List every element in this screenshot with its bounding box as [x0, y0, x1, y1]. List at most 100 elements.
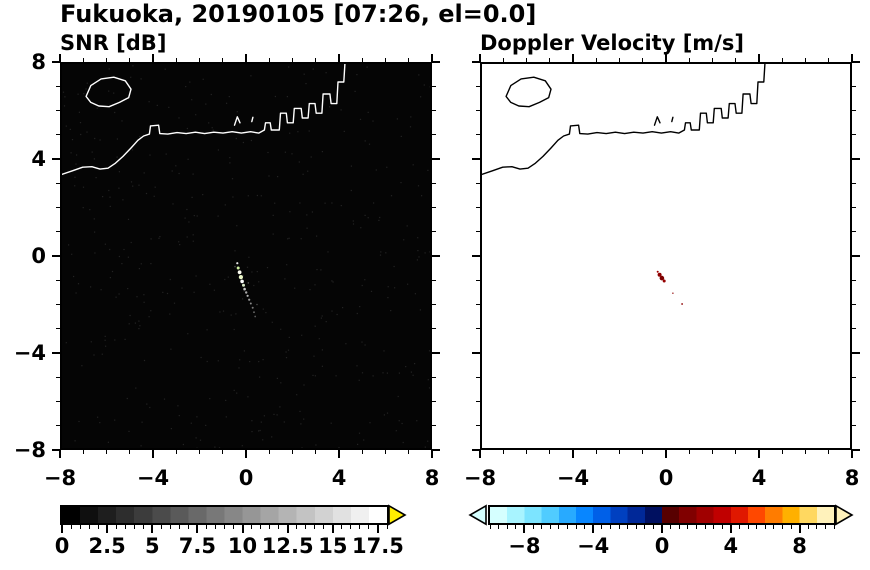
noise-speckle	[131, 149, 134, 151]
axis-tick-bottom	[758, 450, 760, 458]
noise-speckle	[243, 350, 245, 352]
noise-speckle	[80, 133, 82, 136]
noise-speckle	[350, 189, 352, 192]
colorbar-left-arrow	[468, 504, 487, 526]
axis-tick-bottom	[338, 450, 340, 458]
radar-echo	[656, 270, 659, 273]
noise-speckle	[139, 325, 141, 327]
noise-speckle	[225, 399, 227, 401]
colorbar-tick-label: 0	[654, 534, 670, 558]
noise-speckle	[239, 359, 241, 361]
axis-tick-left	[472, 61, 480, 63]
noise-speckle	[364, 279, 366, 281]
radar-echo	[243, 287, 246, 291]
coastline-island	[505, 76, 552, 108]
noise-speckle	[114, 339, 116, 341]
noise-speckle	[129, 314, 131, 317]
noise-speckle	[398, 372, 400, 374]
colorbar-tick	[670, 525, 672, 529]
noise-speckle	[121, 120, 123, 122]
noise-speckle	[231, 178, 234, 180]
noise-speckle	[409, 126, 412, 128]
radar-echo	[662, 279, 666, 283]
noise-speckle	[158, 237, 160, 239]
noise-speckle	[242, 141, 244, 144]
noise-speckle	[418, 74, 420, 76]
noise-speckle	[417, 250, 419, 252]
noise-speckle	[314, 375, 316, 377]
axis-tick-right	[852, 85, 856, 87]
colorbar-tick-label: 8	[792, 534, 807, 558]
axis-tick-left	[476, 182, 480, 184]
noise-speckle	[363, 439, 365, 441]
noise-speckle	[400, 182, 402, 184]
noise-speckle	[324, 202, 326, 204]
axis-tick-bottom	[665, 450, 667, 458]
noise-speckle	[94, 252, 96, 254]
noise-speckle	[124, 338, 126, 340]
noise-speckle	[331, 202, 333, 204]
noise-speckle	[115, 296, 117, 298]
noise-speckle	[329, 106, 331, 108]
noise-speckle	[225, 416, 227, 418]
noise-speckle	[77, 93, 79, 95]
axis-tick-right	[852, 110, 856, 111]
noise-speckle	[181, 287, 183, 289]
y-tick-label: −4	[13, 341, 46, 365]
noise-speckle	[165, 153, 167, 155]
axis-tick-top	[549, 58, 551, 62]
noise-speckle	[299, 410, 301, 412]
noise-speckle	[321, 151, 323, 153]
axis-tick-right	[432, 376, 436, 378]
axis-tick-bottom	[619, 450, 620, 454]
noise-speckle	[170, 348, 172, 350]
noise-speckle	[82, 207, 84, 209]
noise-speckle	[340, 109, 342, 111]
axis-tick-bottom	[735, 450, 737, 454]
y-tick-label: −8	[13, 438, 46, 462]
noise-speckle	[236, 225, 238, 227]
noise-speckle	[305, 83, 307, 85]
noise-speckle	[379, 216, 381, 219]
noise-speckle	[226, 102, 228, 104]
axis-tick-top	[106, 58, 107, 62]
radar-echo	[681, 303, 683, 305]
colorbar-tick	[756, 525, 758, 529]
noise-speckle	[140, 78, 142, 80]
noise-speckle	[294, 287, 296, 289]
axis-tick-top	[781, 58, 783, 62]
colorbar-tick	[678, 525, 680, 529]
coastline-islet	[251, 116, 254, 123]
noise-speckle	[94, 231, 96, 233]
noise-speckle	[314, 325, 316, 327]
noise-speckle	[242, 298, 244, 300]
axis-tick-bottom	[268, 450, 270, 454]
noise-speckle	[300, 238, 302, 240]
noise-speckle	[83, 93, 85, 95]
noise-speckle	[179, 244, 181, 246]
noise-speckle	[387, 297, 389, 299]
noise-speckle	[186, 208, 188, 211]
noise-speckle	[184, 217, 186, 219]
axis-tick-bottom	[361, 450, 363, 454]
noise-speckle	[383, 414, 385, 416]
colorbar-tick	[106, 525, 109, 533]
noise-speckle	[154, 186, 156, 188]
noise-speckle	[122, 199, 124, 201]
axis-tick-left	[476, 328, 480, 330]
noise-speckle	[186, 236, 188, 238]
noise-speckle	[62, 91, 65, 93]
noise-speckle	[140, 445, 142, 447]
coastline-main	[482, 64, 766, 176]
noise-speckle	[401, 422, 403, 425]
noise-speckle	[217, 215, 219, 217]
coastline-island	[85, 76, 132, 108]
noise-speckle	[250, 75, 252, 77]
coastline-islet	[653, 116, 661, 126]
noise-speckle	[121, 263, 123, 265]
colorbar-tick	[549, 525, 551, 529]
noise-speckle	[260, 195, 262, 197]
noise-speckle	[340, 205, 342, 207]
noise-speckle	[229, 157, 231, 159]
snr-panel	[52, 54, 440, 458]
